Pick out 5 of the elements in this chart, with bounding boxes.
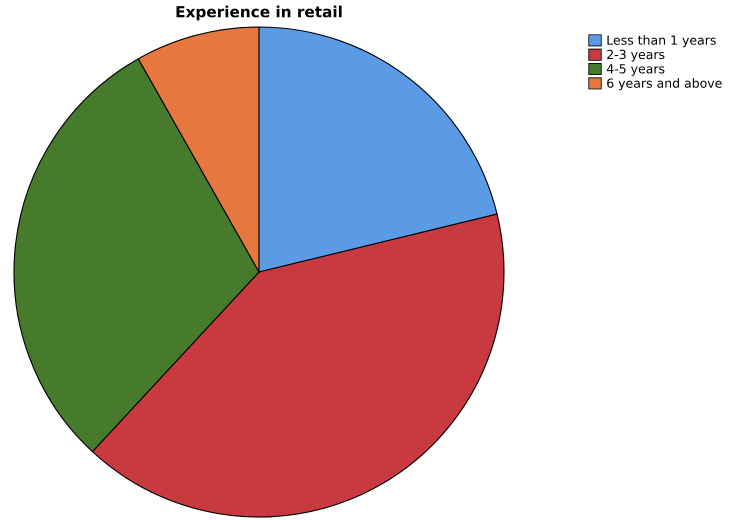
- chart-title: Experience in retail: [176, 6, 342, 20]
- legend-label: 6 years and above: [607, 78, 722, 90]
- legend-label: 2-3 years: [607, 50, 664, 62]
- legend-label: Less than 1 years: [607, 35, 716, 48]
- legend-label: 4-5 years: [606, 64, 664, 76]
